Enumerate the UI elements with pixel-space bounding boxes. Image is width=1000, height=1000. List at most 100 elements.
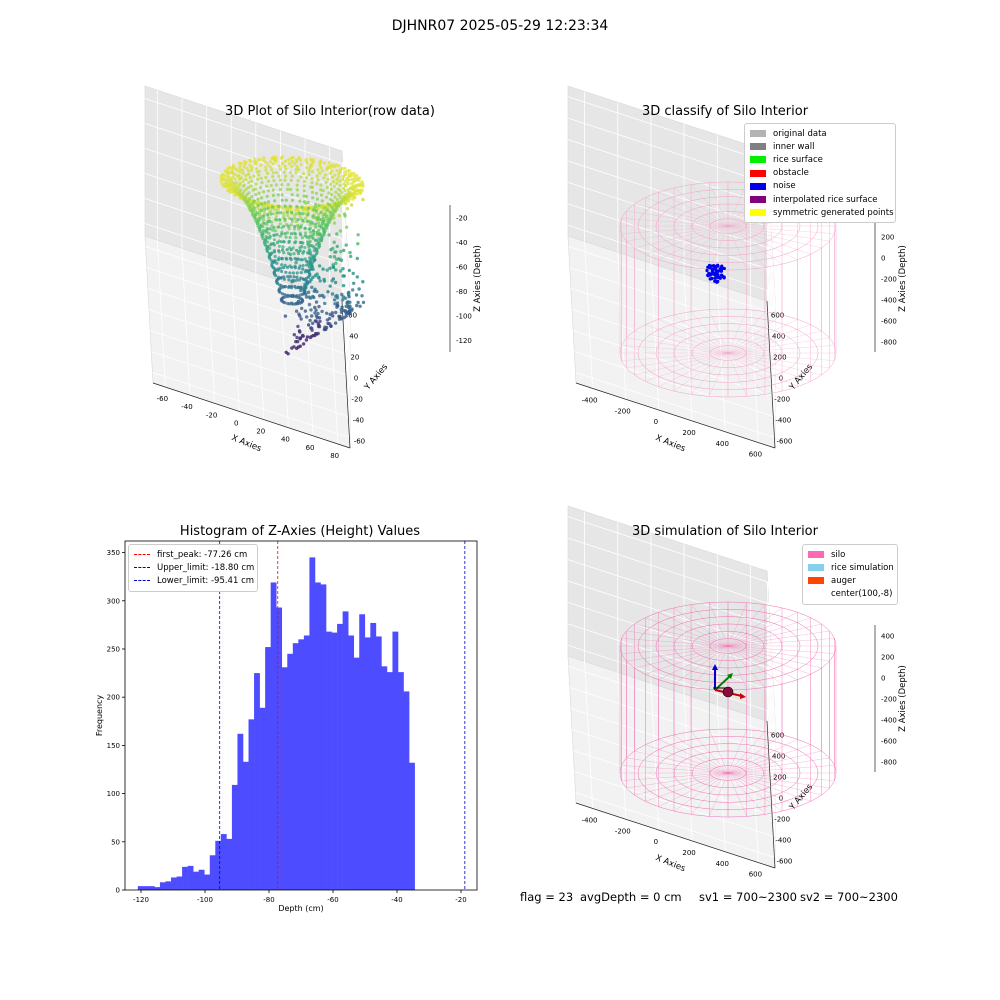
data-point [334, 205, 339, 209]
data-point [333, 321, 338, 325]
data-point [307, 251, 311, 255]
data-point [341, 186, 346, 191]
legend-swatch [750, 156, 766, 164]
data-point [328, 312, 332, 317]
legend-label: center(100,-8) [831, 589, 893, 600]
data-point [321, 267, 325, 271]
wire-ring [637, 189, 819, 263]
legend-label: auger [831, 575, 856, 586]
data-point [270, 168, 274, 172]
data-point [261, 218, 266, 222]
data-point [295, 205, 299, 209]
x-tick-label: 20 [256, 428, 265, 436]
data-point [314, 209, 318, 213]
data-point [327, 233, 331, 237]
data-point [269, 183, 273, 188]
data-point [272, 212, 276, 216]
data-point [352, 171, 356, 175]
data-point [283, 178, 287, 182]
histogram-bar [259, 707, 266, 890]
grid-line [144, 98, 351, 311]
data-point [288, 271, 292, 275]
data-point [356, 300, 360, 305]
histogram-bar [381, 666, 388, 890]
legend-label: first_peak: -77.26 cm [157, 549, 248, 560]
z-tick-label: -600 [881, 318, 897, 326]
z-tick-label: -800 [881, 759, 897, 767]
data-point [278, 222, 282, 226]
data-point [320, 203, 324, 208]
data-point [275, 233, 279, 237]
x-tick-label: -80 [263, 896, 274, 904]
histogram-bar [375, 636, 382, 890]
data-point [306, 200, 310, 204]
silo-wireframe [619, 601, 837, 818]
data-point [272, 233, 276, 237]
grid-line [567, 516, 776, 729]
data-point [262, 221, 267, 225]
data-point [337, 314, 341, 319]
data-point [277, 244, 282, 248]
data-point [315, 174, 319, 178]
data-point [317, 221, 321, 225]
y-tick-label: 200 [773, 354, 786, 362]
data-point [307, 241, 311, 245]
data-point [292, 252, 296, 256]
data-point [311, 214, 315, 218]
y-tick-label: -400 [775, 417, 791, 425]
data-point [325, 167, 329, 171]
grid-line [584, 511, 593, 809]
data-point [352, 174, 356, 178]
data-point [304, 166, 309, 170]
data-point [337, 164, 341, 168]
data-point [331, 314, 335, 318]
data-point [344, 243, 348, 247]
data-point [238, 190, 242, 194]
z-tick-label: -100 [456, 312, 472, 320]
data-point [288, 235, 292, 240]
y-arrow-head [727, 673, 733, 679]
x-axis-line [575, 382, 776, 449]
data-point [233, 185, 237, 189]
data-point [280, 198, 284, 202]
data-point [285, 231, 289, 235]
histogram-bar [270, 582, 277, 890]
data-point [328, 255, 332, 259]
data-point [267, 231, 271, 235]
data-point [259, 176, 263, 180]
data-point [349, 203, 354, 207]
data-point [315, 182, 319, 186]
data-point [333, 195, 337, 199]
data-point [335, 244, 339, 249]
data-point [356, 183, 360, 187]
data-point [310, 285, 314, 289]
data-point [294, 295, 298, 299]
data-point [337, 213, 342, 218]
data-point [332, 208, 336, 212]
data-point [229, 179, 233, 183]
x-tick-label: -400 [582, 816, 598, 824]
legend-entry: interpolated rice surface [750, 193, 890, 206]
data-point [319, 211, 323, 215]
data-point [339, 307, 343, 312]
data-point [233, 177, 237, 181]
legend-label: obstacle [773, 168, 809, 179]
data-point [236, 174, 240, 178]
data-point [274, 208, 279, 212]
data-point [291, 293, 295, 298]
data-point [354, 183, 358, 188]
data-point [313, 258, 317, 262]
data-point [287, 227, 291, 231]
data-point [307, 265, 312, 269]
classify-title: 3D classify of Silo Interior [641, 104, 809, 119]
data-point [317, 242, 322, 246]
data-point [328, 284, 332, 288]
data-point [285, 248, 289, 252]
data-point [326, 208, 330, 212]
data-point [284, 295, 288, 299]
data-point [342, 274, 346, 278]
data-point [284, 350, 288, 354]
legend-label: Upper_limit: -18.80 cm [157, 562, 255, 573]
data-point [348, 250, 352, 255]
simulation-title: 3D simulation of Silo Interior [632, 524, 818, 539]
